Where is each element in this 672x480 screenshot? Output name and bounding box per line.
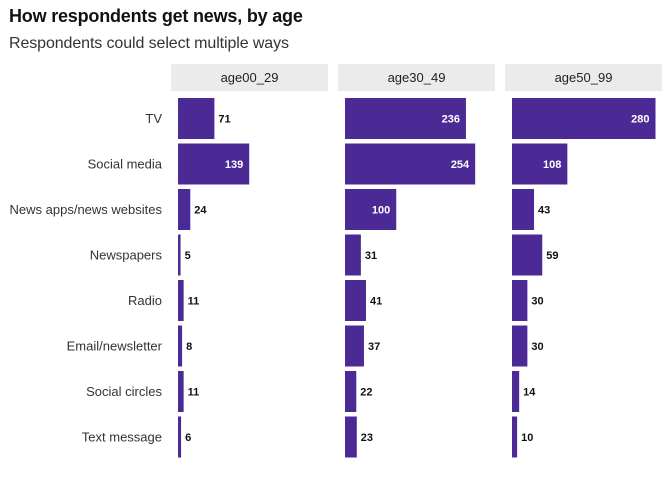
- data-label: 43: [538, 205, 550, 217]
- bar: [178, 189, 191, 230]
- bar: [178, 371, 184, 412]
- bar: [512, 234, 543, 276]
- category-label: News apps/news websites: [10, 202, 163, 217]
- data-label: 30: [531, 296, 543, 308]
- data-label: 22: [360, 387, 372, 399]
- data-label: 11: [188, 296, 200, 308]
- bar: [345, 234, 361, 276]
- bar: [178, 280, 184, 321]
- facet-strip-label: age50_99: [555, 70, 613, 85]
- data-label: 14: [523, 387, 536, 399]
- bar: [512, 143, 568, 185]
- data-label: 108: [543, 159, 561, 171]
- bar: [178, 143, 250, 185]
- bar: [345, 98, 466, 139]
- data-label: 41: [370, 296, 382, 308]
- facet-strip: [505, 64, 662, 91]
- facet-strip-label: age30_49: [388, 70, 446, 85]
- bar: [178, 416, 182, 458]
- data-label: 30: [531, 341, 543, 353]
- chart-subtitle: Respondents could select multiple ways: [9, 35, 289, 52]
- bar: [345, 143, 476, 185]
- category-label: Newspapers: [90, 248, 163, 263]
- data-label: 254: [451, 159, 470, 171]
- facet-strip: [171, 64, 328, 91]
- data-label: 8: [186, 341, 192, 353]
- data-label: 11: [188, 387, 200, 399]
- bar: [345, 189, 397, 230]
- category-label: Social media: [88, 157, 163, 172]
- category-label: Social circles: [86, 384, 162, 399]
- category-label: TV: [145, 111, 162, 126]
- category-label: Radio: [128, 293, 162, 308]
- bar: [512, 189, 535, 230]
- data-label: 10: [521, 432, 533, 444]
- data-label: 6: [185, 432, 191, 444]
- data-label: 37: [368, 341, 380, 353]
- bar: [512, 416, 518, 458]
- bar: [512, 371, 520, 412]
- bar: [345, 280, 367, 321]
- data-label: 23: [361, 432, 373, 444]
- data-label: 100: [372, 205, 390, 217]
- data-label: 24: [194, 205, 207, 217]
- bar: [512, 325, 528, 367]
- facet-strip: [338, 64, 495, 91]
- bar: [345, 371, 357, 412]
- data-label: 280: [631, 114, 649, 126]
- chart-title: How respondents get news, by age: [9, 6, 303, 26]
- data-label: 5: [185, 250, 191, 262]
- bar: [345, 416, 357, 458]
- category-label: Email/newsletter: [67, 339, 163, 354]
- data-label: 59: [546, 250, 558, 262]
- data-label: 236: [442, 114, 460, 126]
- data-label: 139: [225, 159, 243, 171]
- data-label: 71: [218, 114, 230, 126]
- bar: [345, 325, 364, 367]
- bar: [178, 98, 215, 139]
- bar: [512, 280, 528, 321]
- bar: [178, 234, 181, 276]
- bar: [512, 98, 656, 139]
- facet-strip-label: age00_29: [221, 70, 279, 85]
- category-label: Text message: [82, 430, 162, 445]
- data-label: 31: [365, 250, 377, 262]
- bar: [178, 325, 183, 367]
